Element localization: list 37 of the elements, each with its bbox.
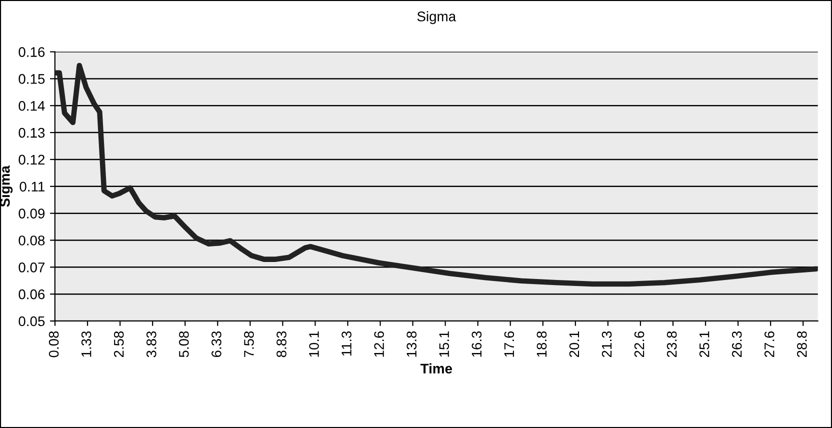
chart-title: Sigma (417, 11, 456, 24)
x-tick-label: 23.8 (666, 331, 677, 358)
x-tick-label: 20.1 (569, 331, 580, 358)
y-tick-label: 0.08 (18, 236, 45, 246)
x-tick-label: 17.6 (504, 331, 514, 357)
y-tick-label: 0.13 (18, 128, 45, 138)
x-tick-label: 11.3 (342, 331, 352, 356)
x-tick-label: 3.83 (146, 331, 156, 358)
x-tick-label: 13.8 (406, 331, 417, 357)
y-axis-title: Sigma (0, 165, 13, 207)
x-tick-label: 12.6 (374, 331, 384, 357)
y-tick-label: 0.15 (18, 74, 45, 84)
y-tick-label: 0.14 (18, 100, 45, 111)
x-tick-label: 8.83 (276, 331, 286, 358)
x-tick-label: 2.58 (114, 331, 124, 358)
x-tick-label: 27.6 (764, 331, 774, 358)
y-tick-label: 0.09 (18, 208, 45, 218)
x-tick-label: 1.33 (81, 331, 92, 357)
x-tick-label: 5.08 (178, 331, 189, 358)
y-tick-label: 0.07 (18, 262, 44, 272)
x-tick-label: 15.1 (439, 331, 450, 357)
x-tick-label: 22.6 (634, 331, 644, 358)
x-tick-label: 6.33 (212, 331, 222, 358)
x-tick-label: 10.1 (309, 331, 319, 357)
y-tick-label: 0.05 (18, 316, 45, 326)
y-tick-label: 0.16 (18, 47, 45, 57)
y-tick-label: 0.11 (20, 182, 45, 192)
x-tick-label: 7.58 (244, 331, 254, 358)
y-tick-label: 0.06 (18, 289, 45, 300)
x-tick-label: 26.3 (732, 331, 742, 358)
x-axis-title: Time (420, 363, 452, 374)
x-tick-label: 18.8 (536, 331, 547, 357)
x-tick-label: 21.3 (602, 331, 612, 358)
y-tick-label: 0.12 (18, 154, 44, 165)
x-tick-label: 16.3 (472, 331, 482, 357)
x-tick-label: 28.8 (796, 331, 807, 358)
x-tick-label: 25.1 (699, 331, 710, 358)
